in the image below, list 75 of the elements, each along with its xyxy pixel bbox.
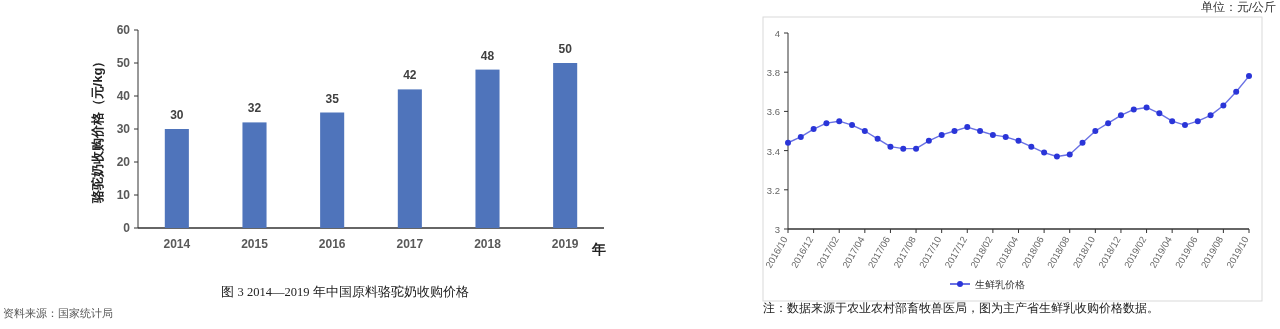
y-tick-label: 10 <box>116 188 131 202</box>
y-tick-label: 3.4 <box>766 145 780 157</box>
bar <box>475 69 500 228</box>
point <box>861 128 868 134</box>
point <box>887 143 894 150</box>
bar <box>397 89 422 228</box>
point <box>849 122 856 129</box>
point <box>1066 151 1073 158</box>
point <box>1117 112 1124 119</box>
data-label: 42 <box>403 68 417 83</box>
point <box>1181 122 1188 129</box>
point <box>785 139 791 146</box>
y-tick-label: 4 <box>774 28 780 39</box>
point <box>977 128 984 134</box>
bar <box>320 112 345 228</box>
y-tick-label: 0 <box>123 221 131 235</box>
point <box>900 145 907 152</box>
point <box>1194 118 1201 125</box>
point <box>823 120 830 127</box>
point <box>810 126 817 133</box>
point <box>1105 120 1112 127</box>
y-tick-label: 20 <box>116 155 131 169</box>
point <box>1233 88 1240 95</box>
point <box>964 124 971 131</box>
point <box>1156 110 1163 117</box>
point <box>1092 128 1099 134</box>
point <box>951 128 958 134</box>
y-tick-label: 3.6 <box>766 106 780 118</box>
point <box>925 137 932 144</box>
y-tick-label: 30 <box>116 122 131 136</box>
x-tick-label: 2016 <box>318 237 346 251</box>
y-axis-title: 骆驼奶收购价格（元/kg） <box>90 54 105 205</box>
y-tick-label: 3 <box>774 224 780 235</box>
point <box>874 135 881 142</box>
bar <box>553 63 578 228</box>
point <box>836 118 843 125</box>
text: 注：数据来源于农业农村部畜牧兽医局，图为主产省生鲜乳收购价格数据。 <box>763 301 1159 314</box>
text: 图 3 2014—2019 年中国原料骆驼奶收购价格 <box>221 285 469 299</box>
y-tick-label: 40 <box>116 89 131 103</box>
point <box>1028 143 1035 150</box>
point <box>913 145 920 152</box>
point <box>1143 104 1150 111</box>
point <box>989 131 996 138</box>
point <box>938 131 945 138</box>
text: 单位：元/公斤 <box>1200 1 1276 13</box>
data-label: 30 <box>170 108 184 122</box>
x-axis-title: 年 <box>591 241 606 257</box>
data-label: 50 <box>558 42 573 56</box>
y-tick-label: 60 <box>116 23 131 37</box>
point <box>1220 102 1227 109</box>
data-label: 35 <box>325 91 340 106</box>
point <box>797 133 804 140</box>
point <box>1079 139 1086 146</box>
point <box>1207 112 1214 119</box>
bar <box>242 122 267 228</box>
y-tick-label: 50 <box>116 56 131 70</box>
x-tick-label: 2017 <box>396 237 424 251</box>
point <box>1169 118 1176 125</box>
legend-label: 生鲜乳价格 <box>975 279 1025 290</box>
point <box>1053 153 1060 160</box>
x-tick-label: 2018 <box>474 237 502 251</box>
point <box>1246 73 1252 80</box>
x-tick-label: 2015 <box>241 237 269 251</box>
x-tick-label: 2019 <box>551 237 579 251</box>
point <box>1130 106 1137 113</box>
text: 资料来源：国家统计局 <box>3 307 113 319</box>
point <box>1015 137 1022 144</box>
data-label: 48 <box>480 48 495 63</box>
y-tick-label: 3.8 <box>766 67 780 79</box>
point <box>1041 149 1048 156</box>
y-tick-label: 3.2 <box>766 184 780 196</box>
data-label: 32 <box>247 101 262 116</box>
bar <box>164 129 189 228</box>
point <box>1002 133 1009 140</box>
x-tick-label: 2014 <box>163 237 191 251</box>
